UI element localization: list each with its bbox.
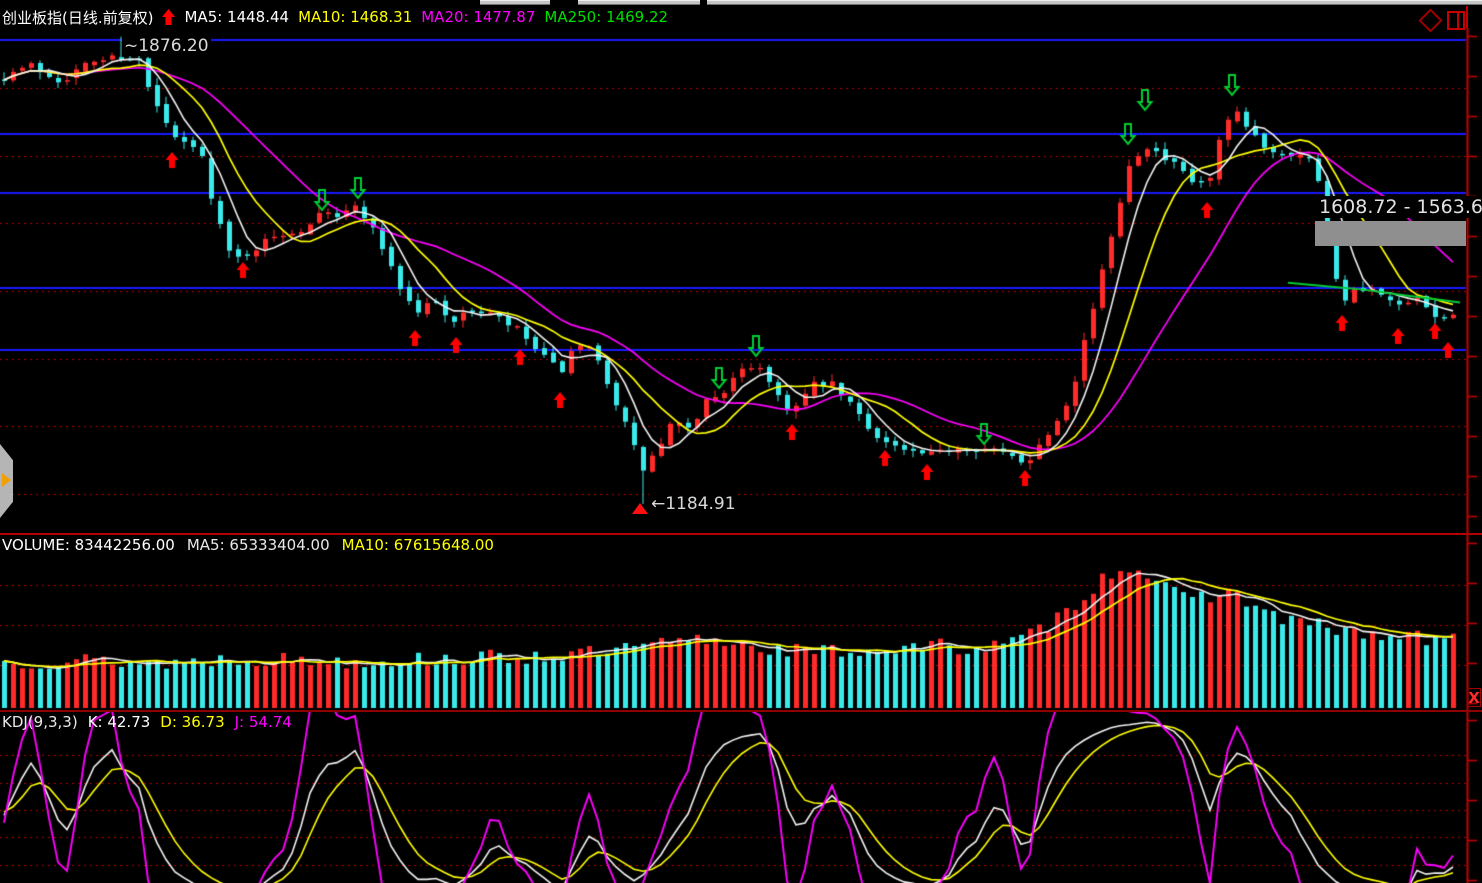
volume-ma5-value: MA5: 65333404.00: [186, 536, 330, 554]
kdj-name: KDJ(9,3,3): [2, 713, 78, 731]
window-edge-fragment: [707, 0, 1482, 5]
kdj-chart-canvas[interactable]: [0, 712, 1482, 883]
up-arrow-icon: [162, 9, 176, 25]
high-price-label: ~1876.20: [122, 36, 211, 56]
window-edge-fragment: [578, 0, 700, 5]
panel-expand-handle[interactable]: [0, 444, 13, 518]
ma10-value: MA10: 1468.31: [298, 8, 413, 26]
kdj-k-value: K: 42.73: [87, 713, 151, 731]
ma250-value: MA250: 1469.22: [544, 8, 669, 26]
volume-panel-divider: [0, 533, 1482, 535]
close-indicator-button[interactable]: X: [1467, 688, 1481, 707]
expand-arrow-icon: [2, 473, 11, 487]
volume-header: VOLUME: 83442256.00 MA5: 65333404.00 MA1…: [2, 536, 494, 554]
ma20-value: MA20: 1477.87: [421, 8, 536, 26]
main-chart-header: 创业板指(日线.前复权) MA5: 1448.44 MA10: 1468.31 …: [2, 6, 668, 28]
kdj-header: KDJ(9,3,3) K: 42.73 D: 36.73 J: 54.74: [2, 713, 292, 731]
low-triangle-icon: [632, 503, 648, 514]
symbol-title: 创业板指(日线.前复权): [2, 8, 154, 27]
split-window-divider: [1457, 13, 1459, 28]
window-edge-fragment: [480, 0, 550, 5]
main-price-chart-canvas[interactable]: [0, 28, 1482, 533]
volume-chart-canvas[interactable]: [0, 535, 1482, 710]
price-range-highlight: [1315, 221, 1466, 246]
kdj-panel-divider: [0, 710, 1482, 712]
price-range-tooltip: 1608.72 - 1563.61: [1317, 196, 1482, 218]
volume-value: VOLUME: 83442256.00: [2, 536, 175, 554]
ma5-value: MA5: 1448.44: [184, 8, 290, 26]
kdj-j-value: J: 54.74: [234, 713, 292, 731]
kdj-d-value: D: 36.73: [160, 713, 225, 731]
price-axis-line: [1466, 6, 1468, 28]
volume-ma10-value: MA10: 67615648.00: [341, 536, 494, 554]
low-price-label: ←1184.91: [649, 494, 738, 514]
